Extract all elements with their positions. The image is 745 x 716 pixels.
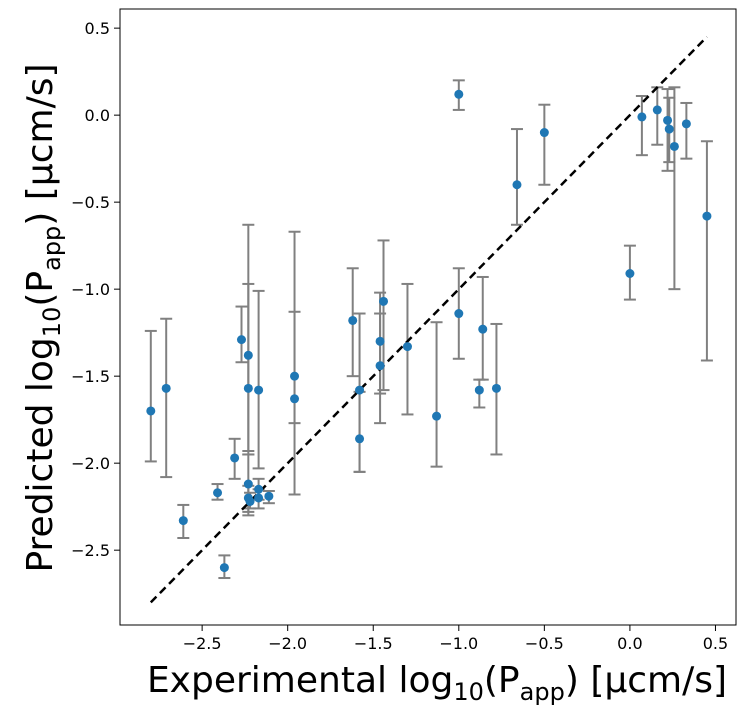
identity-line [149,35,708,604]
data-point-9 [243,479,253,489]
data-point-38 [669,141,679,151]
y-tick-label: −0.5 [71,193,110,212]
data-point-6 [236,335,246,345]
error-bar-1 [160,317,173,479]
data-point-11 [245,496,255,506]
data-point-27 [454,309,464,319]
x-tick-label: 0.5 [703,634,728,653]
data-point-1 [161,383,171,393]
chart-marks [144,35,713,604]
data-point-18 [348,315,358,325]
data-point-24 [402,342,412,352]
error-bar-25 [430,321,443,468]
data-point-2 [178,516,188,526]
x-tick-label: −0.5 [525,634,564,653]
data-point-39 [681,119,691,129]
data-point-15 [264,491,274,501]
error-bar-8 [242,282,255,456]
data-point-34 [637,112,647,122]
data-point-26 [454,89,464,99]
error-bar-17 [288,230,301,496]
error-bar-0 [144,329,157,463]
error-bar-31 [510,128,523,226]
data-point-13 [254,484,264,494]
y-tick-label: −1.5 [71,367,110,386]
data-point-30 [491,383,501,393]
data-point-21 [375,336,385,346]
error-bar-40 [700,140,713,362]
y-tick-label: 0.0 [85,106,110,125]
error-bar-39 [680,101,693,160]
error-bar-20 [353,390,366,473]
data-point-5 [230,453,240,463]
plot-frame [119,8,737,626]
data-point-31 [512,180,522,190]
x-tick-label: −1.0 [439,634,478,653]
data-point-19 [355,385,365,395]
data-point-36 [663,115,673,125]
axis-ticks: −2.5 −2.0 −1.5 −1.0 −0.5 0.0 0.5 −2.5 −2.0 −1.5 −1… [71,19,728,653]
error-bar-34 [635,95,648,157]
x-tick-label: 0.0 [617,634,642,653]
x-tick-label: −2.0 [268,634,307,653]
data-point-17 [290,394,300,404]
data-point-37 [664,124,674,134]
data-point-12 [254,385,264,395]
error-bar-12 [252,289,265,470]
error-bar-35 [651,86,664,146]
data-point-35 [652,105,662,115]
y-tick-label: −2.0 [71,454,110,473]
data-point-23 [379,296,389,306]
data-point-7 [243,350,253,360]
data-point-20 [355,434,365,444]
error-bar-6 [235,305,248,364]
data-point-8 [243,383,253,393]
x-axis-title: Experimental log10(Papp) [µcm/s] [147,660,727,706]
data-point-16 [290,371,300,381]
y-tick-label: 0.5 [85,19,110,38]
data-point-0 [146,406,156,416]
y-axis-title: Predicted log10(Papp) [µcm/s] [20,63,66,572]
data-point-28 [474,385,484,395]
x-tick-label: −1.5 [354,634,393,653]
data-point-33 [625,268,635,278]
data-point-3 [213,488,223,498]
x-tick-label: −2.5 [183,634,222,653]
data-point-14 [254,493,264,503]
data-point-29 [478,324,488,334]
data-point-32 [539,128,549,138]
data-point-4 [219,563,229,573]
data-point-40 [702,211,712,221]
data-point-22 [375,361,385,371]
error-bar-32 [538,103,551,186]
error-bar-38 [668,86,681,291]
data-point-25 [432,411,442,421]
y-tick-label: −1.0 [71,280,110,299]
y-tick-label: −2.5 [71,541,110,560]
